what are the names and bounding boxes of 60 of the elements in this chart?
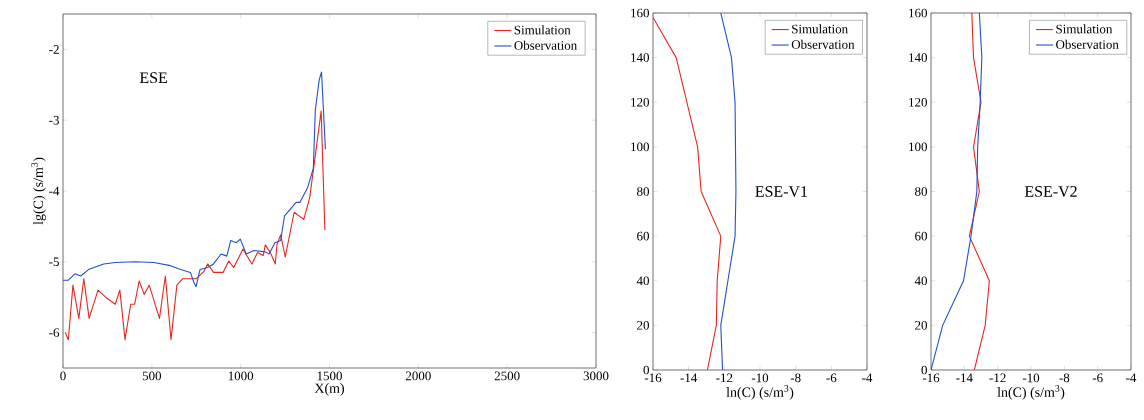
x-axis-title: ln(C) (s/m$^{3}$) [997,385,1065,400]
legend-label: Simulation [1056,24,1113,34]
x-tick-label: -8 [1059,373,1070,383]
y-tick-label: 160 [631,8,649,18]
legend-label: Observation [1056,39,1119,49]
legend-label: Observation [514,40,577,50]
x-tick-label: -8 [790,373,801,383]
annotation: ESE-V2 [1024,186,1077,197]
y-tick-label: 160 [909,8,927,18]
x-axis-title: ln(C) (s/m$^{3}$) [726,385,794,400]
line-series [63,71,326,288]
x-tick-label: -10 [1022,373,1040,383]
y-tick-label: -6 [49,328,60,337]
y-tick-label: 20 [637,321,649,330]
x-tick-label: -6 [1092,373,1103,383]
y-tick-label: 80 [637,187,649,196]
annotation: ESE [139,72,167,84]
y-tick-label: 20 [915,321,927,330]
legend-label: Simulation [514,25,571,35]
line-series [931,13,983,370]
annotation: ESE-V1 [755,186,808,197]
y-tick-label: -3 [49,115,59,125]
y-tick-label: 60 [637,231,649,241]
line-series [720,13,737,370]
x-tick-label: -12 [989,373,1006,383]
x-tick-label: 2000 [405,371,431,381]
x-tick-label: 3000 [583,371,609,381]
x-tick-label: 1000 [228,371,254,381]
x-tick-label: -4 [862,373,873,383]
y-tick-label: -5 [49,257,59,267]
y-tick-label: -2 [49,45,59,54]
y-tick-label: 40 [914,276,927,286]
x-tick-label: -6 [826,373,837,383]
line-series [968,13,990,370]
y-tick-label: 140 [909,53,927,62]
x-tick-label: -16 [922,373,940,383]
x-axis-title: X(m) [314,383,344,396]
x-tick-label: -14 [680,373,698,383]
y-tick-label: 120 [909,97,927,107]
y-tick-label: 80 [915,187,927,196]
x-tick-label: -4 [1126,373,1137,383]
y-tick-label: 40 [636,276,649,286]
legend-label: Simulation [792,24,848,34]
x-tick-label: 500 [142,371,162,381]
y-tick-label: 60 [915,231,927,241]
x-tick-label: 1500 [317,371,342,381]
y-tick-label: 100 [909,142,927,152]
y-tick-label: -4 [49,186,60,196]
x-tick-label: 2500 [494,371,520,381]
y-tick-label: 100 [631,142,649,152]
y-tick-label: 140 [631,53,649,62]
line-series [64,110,326,341]
y-axis-title: lg(C) (s/m$^{3}$) [31,157,46,225]
line-series [653,16,722,370]
x-tick-label: -14 [956,373,973,383]
x-tick-label: -12 [716,373,733,383]
legend-label: Observation [791,39,855,49]
x-tick-label: -16 [644,373,662,383]
x-tick-label: -10 [751,373,769,383]
y-tick-label: 120 [631,97,649,107]
